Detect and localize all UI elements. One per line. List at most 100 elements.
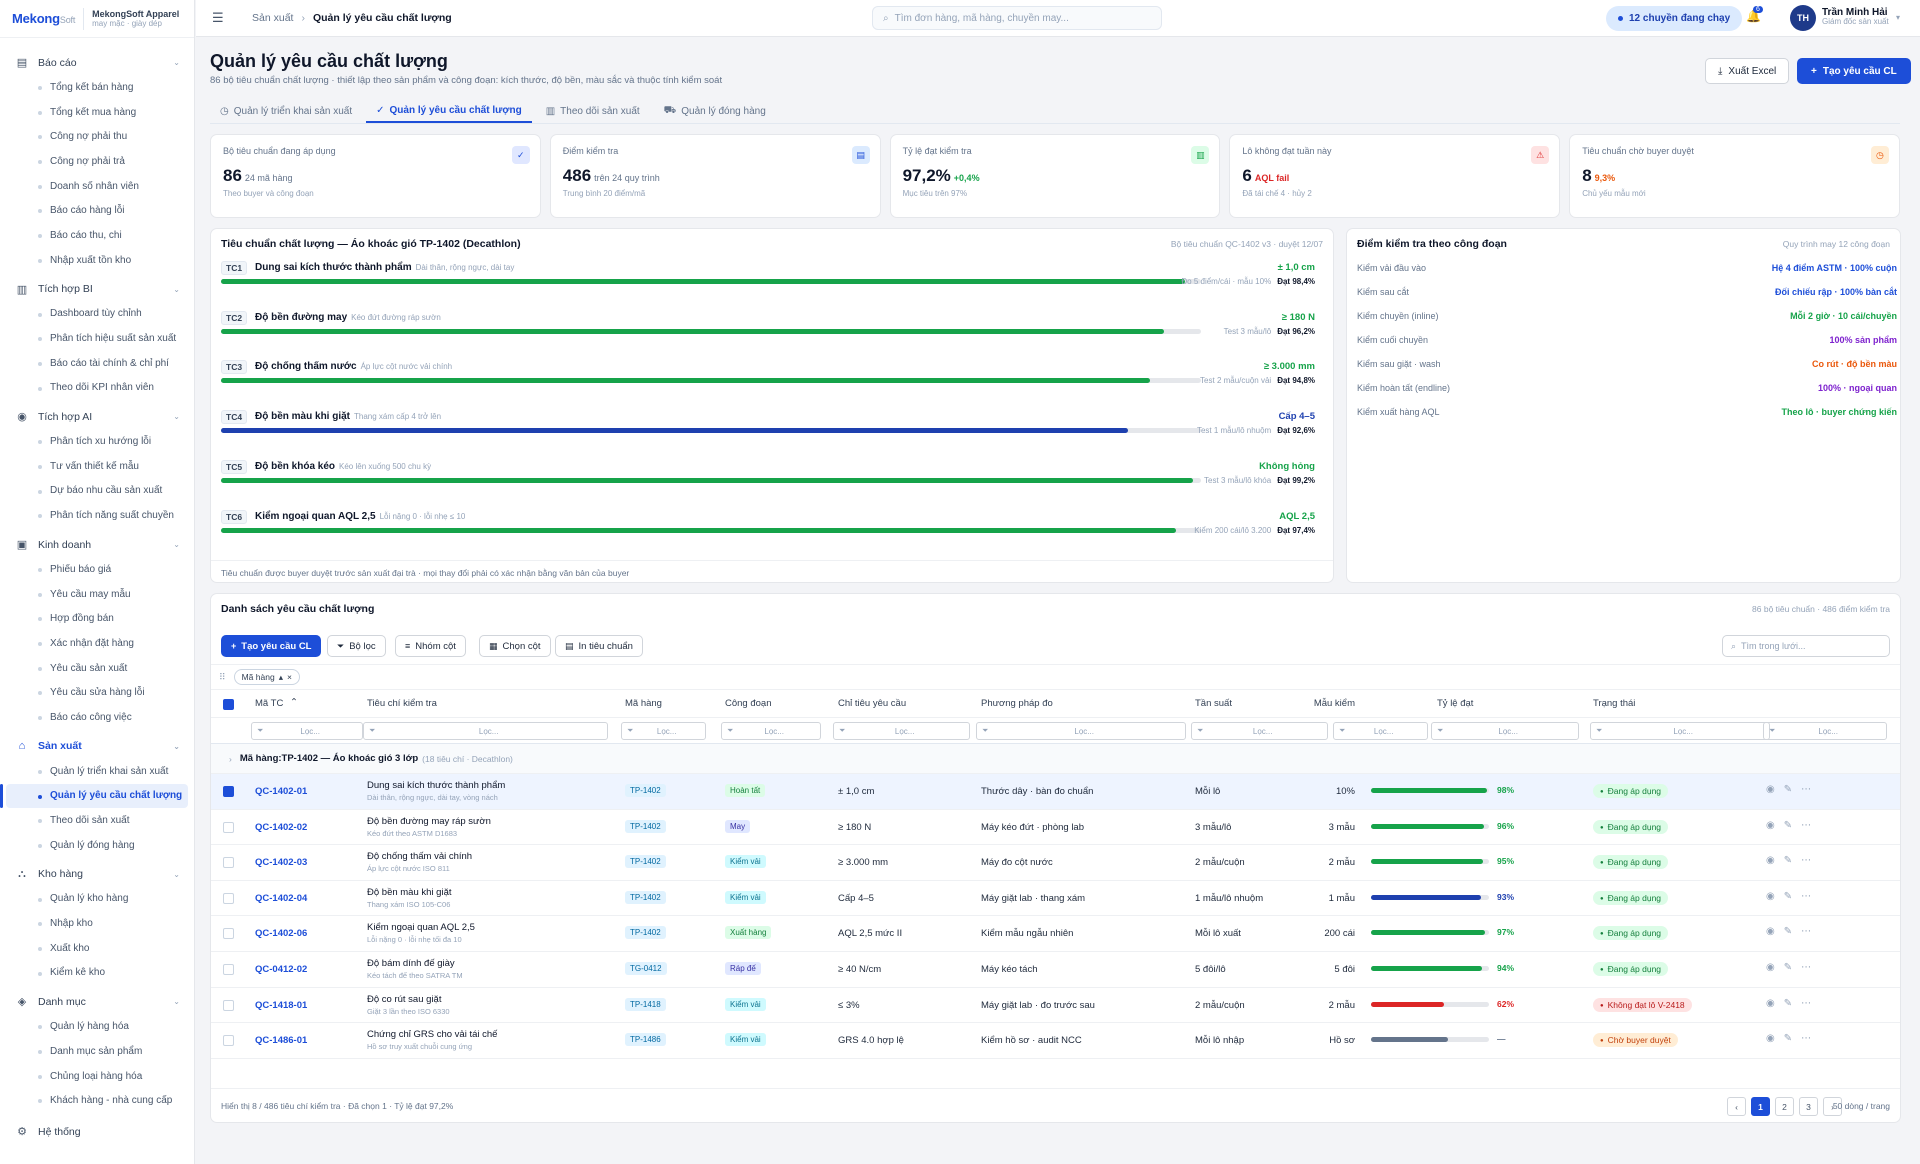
- sidebar-item[interactable]: Quản lý yêu cầu chất lượng: [0, 783, 188, 809]
- qc-code-link[interactable]: QC-1486-01: [255, 1035, 308, 1047]
- column-header[interactable]: Trạng thái: [1593, 698, 1636, 709]
- tab[interactable]: ▥ Theo dõi sản xuất: [536, 99, 650, 123]
- grid-search-input[interactable]: ⌕ Tìm trong lưới...: [1722, 635, 1890, 657]
- row-checkbox[interactable]: [223, 964, 234, 975]
- edit-icon[interactable]: ✎: [1783, 784, 1802, 795]
- qc-code-link[interactable]: QC-1402-03: [255, 857, 308, 869]
- sidebar-item[interactable]: Xác nhận đặt hàng: [0, 631, 194, 656]
- column-filter-input[interactable]: ⏷ Lọc...: [1763, 722, 1887, 740]
- sidebar-item[interactable]: Tổng kết bán hàng: [0, 75, 194, 100]
- item-code-tag[interactable]: TP-1402: [625, 855, 666, 869]
- column-filter-input[interactable]: ⏷ Lọc...: [363, 722, 608, 740]
- criterion-row[interactable]: TC5 Độ bền khóa kéo Kéo lên xuống 500 chu …: [221, 457, 1325, 506]
- table-row[interactable]: QC-1402-04 Độ bền màu khi giặt Thang xám I…: [211, 881, 1900, 917]
- prev-page-button[interactable]: ‹: [1727, 1097, 1746, 1116]
- sidebar-item[interactable]: Yêu cầu may mẫu: [0, 582, 194, 607]
- table-row[interactable]: QC-1402-06 Kiểm ngoại quan AQL 2,5 Lỗi nặn…: [211, 916, 1900, 952]
- more-icon[interactable]: ⋯: [1801, 997, 1821, 1009]
- column-header[interactable]: Tỷ lệ đạt: [1437, 698, 1474, 709]
- chevron-down-icon[interactable]: ⌄: [173, 997, 180, 1007]
- chevron-down-icon[interactable]: ⌄: [173, 741, 180, 751]
- sidebar-item[interactable]: Nhập xuất tồn kho: [0, 248, 194, 273]
- chevron-down-icon[interactable]: ⌄: [173, 58, 180, 67]
- item-code-tag[interactable]: TP-1418: [625, 997, 666, 1011]
- chevron-down-icon[interactable]: ⌄: [173, 412, 180, 422]
- running-lines-badge[interactable]: 12 chuyền đang chạy: [1606, 6, 1743, 31]
- column-filter-input[interactable]: ⏷ Lọc...: [1431, 722, 1579, 740]
- column-header[interactable]: Phương pháp đo: [981, 698, 1053, 709]
- more-icon[interactable]: ⋯: [1801, 855, 1821, 867]
- chevron-down-icon[interactable]: ⌄: [173, 869, 180, 879]
- eye-icon[interactable]: ◉: [1766, 997, 1784, 1009]
- edit-icon[interactable]: ✎: [1783, 962, 1802, 973]
- sort-asc-icon[interactable]: ▴: [278, 671, 283, 682]
- tab[interactable]: ✓ Quản lý yêu cầu chất lượng: [366, 99, 532, 123]
- criterion-row[interactable]: TC1 Dung sai kích thước thành phẩm Dài thâ…: [221, 258, 1325, 307]
- row-checkbox[interactable]: [223, 928, 234, 940]
- column-header[interactable]: Tần suất: [1195, 698, 1232, 709]
- sidebar-item[interactable]: Khách hàng - nhà cung cấp: [0, 1088, 194, 1113]
- sidebar-item[interactable]: Báo cáo hàng lỗi: [0, 198, 194, 223]
- qc-code-link[interactable]: QC-1402-06: [255, 928, 308, 940]
- eye-icon[interactable]: ◉: [1766, 890, 1784, 902]
- column-header[interactable]: Mã TC: [255, 698, 284, 709]
- edit-icon[interactable]: ✎: [1783, 1033, 1802, 1045]
- row-checkbox[interactable]: [223, 999, 234, 1011]
- sidebar-item[interactable]: Kiểm kê kho: [0, 961, 194, 986]
- next-page-button[interactable]: ›: [1823, 1097, 1842, 1116]
- sidebar-item[interactable]: Nhập kho: [0, 911, 194, 936]
- sidebar-group[interactable]: ▤ Báo cáo ⌄: [0, 50, 194, 75]
- page-size-select[interactable]: 50 dòng / trang: [1832, 1101, 1890, 1111]
- page-button[interactable]: 2: [1775, 1097, 1794, 1116]
- more-icon[interactable]: ⋯: [1801, 784, 1821, 795]
- sidebar-item[interactable]: Báo cáo thu, chi: [0, 223, 194, 248]
- sidebar-item[interactable]: Báo cáo tài chính & chỉ phí: [0, 351, 194, 376]
- sidebar-item[interactable]: Công nợ phải trả: [0, 149, 194, 174]
- qc-code-link[interactable]: QC-1402-01: [255, 786, 308, 797]
- close-icon[interactable]: ×: [286, 672, 292, 682]
- qc-code-link[interactable]: QC-0412-02: [255, 964, 308, 975]
- column-filter-input[interactable]: ⏷ Lọc...: [833, 722, 970, 740]
- notification-bell-icon[interactable]: 🔔 6: [1746, 6, 1763, 23]
- drag-handle-icon[interactable]: ⠿: [219, 671, 226, 682]
- stage-row[interactable]: Kiểm sau giặt · wash Co rút · độ bền màu: [1357, 352, 1897, 376]
- sidebar-item[interactable]: Công nợ phải thu: [0, 124, 194, 149]
- row-checkbox[interactable]: [223, 786, 234, 797]
- row-checkbox[interactable]: [223, 892, 234, 904]
- group-row[interactable]: › Mã hàng : TP-1402 — Áo khoác gió 3 lớp(…: [211, 744, 1900, 774]
- choose-columns-button[interactable]: ▦ Chọn cột: [479, 635, 551, 657]
- sidebar-item[interactable]: Dự báo nhu cầu sản xuất: [0, 479, 194, 504]
- column-header[interactable]: Mẫu kiểm: [1313, 698, 1355, 709]
- row-checkbox[interactable]: [223, 821, 234, 833]
- sidebar-item[interactable]: Phân tích xu hướng lỗi: [0, 429, 194, 454]
- table-row[interactable]: QC-1486-01 Chứng chỉ GRS cho vải tái chế H…: [211, 1023, 1900, 1059]
- eye-icon[interactable]: ◉: [1766, 962, 1784, 973]
- breadcrumb-parent[interactable]: Sản xuất: [252, 12, 294, 24]
- column-header[interactable]: Công đoạn: [725, 698, 772, 709]
- sidebar-item-system[interactable]: ⚙ Hệ thống: [0, 1119, 194, 1144]
- sidebar-item[interactable]: Dashboard tùy chỉnh: [0, 302, 194, 327]
- group-columns-button[interactable]: ≡ Nhóm cột: [395, 635, 466, 657]
- sidebar-group[interactable]: ▣ Kinh doanh ⌄: [0, 532, 194, 557]
- create-qc-request-button[interactable]: + Tạo yêu cầu CL: [1797, 58, 1911, 84]
- eye-icon[interactable]: ◉: [1766, 855, 1784, 867]
- edit-icon[interactable]: ✎: [1783, 997, 1802, 1009]
- chevron-right-icon[interactable]: ›: [229, 753, 232, 764]
- table-row[interactable]: QC-1402-02 Độ bền đường may ráp sườn Kéo đ…: [211, 810, 1900, 846]
- column-header[interactable]: Chỉ tiêu yêu cầu: [838, 698, 907, 709]
- sidebar-item[interactable]: Tổng kết mua hàng: [0, 100, 194, 125]
- column-filter-input[interactable]: ⏷ Lọc...: [251, 722, 363, 740]
- page-button[interactable]: 3: [1799, 1097, 1818, 1116]
- sidebar-item[interactable]: Yêu cầu sản xuất: [0, 656, 194, 681]
- sidebar-item[interactable]: Hợp đồng bán: [0, 606, 194, 631]
- eye-icon[interactable]: ◉: [1766, 1033, 1784, 1045]
- chevron-down-icon[interactable]: ⌄: [173, 540, 180, 549]
- filter-button[interactable]: ⏷ Bộ lọc: [327, 635, 386, 657]
- sidebar-item[interactable]: Doanh số nhân viên: [0, 174, 194, 199]
- chevron-down-icon[interactable]: ⌄: [173, 284, 180, 294]
- column-filter-input[interactable]: ⏷ Lọc...: [621, 722, 706, 740]
- edit-icon[interactable]: ✎: [1783, 855, 1802, 867]
- sidebar-item[interactable]: Chủng loại hàng hóa: [0, 1064, 194, 1089]
- table-row[interactable]: QC-1418-01 Độ co rút sau giặt Giặt 3 lần t…: [211, 988, 1900, 1024]
- column-filter-input[interactable]: ⏷ Lọc...: [1590, 722, 1770, 740]
